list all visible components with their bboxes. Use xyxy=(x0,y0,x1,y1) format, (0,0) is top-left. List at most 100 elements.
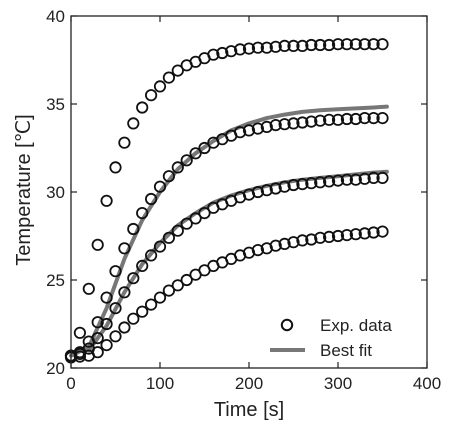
data-point xyxy=(358,38,371,51)
data-point xyxy=(278,39,291,53)
data-point xyxy=(171,64,184,77)
data-point xyxy=(331,174,345,187)
data-point xyxy=(322,113,336,126)
data-point xyxy=(367,226,380,239)
axis-ticks: 0 100 200 300 400 20 25 30 35 40 xyxy=(46,7,441,393)
data-point xyxy=(340,229,353,242)
data-point xyxy=(216,46,229,60)
data-point xyxy=(153,80,167,93)
data-point xyxy=(198,207,211,220)
data-point xyxy=(82,282,95,295)
y-tick-label: 20 xyxy=(46,359,65,378)
plot-marks xyxy=(64,38,389,364)
data-point xyxy=(358,227,371,240)
legend-data-marker xyxy=(280,318,294,332)
data-point xyxy=(234,126,247,139)
data-point xyxy=(73,350,87,363)
data-point xyxy=(171,161,184,174)
x-tick-label: 300 xyxy=(324,374,352,393)
data-point xyxy=(314,176,327,189)
data-point xyxy=(331,38,345,51)
data-point xyxy=(278,237,291,250)
x-tick-label: 400 xyxy=(413,374,441,393)
data-point xyxy=(287,39,300,53)
data-point xyxy=(127,222,140,236)
data-point xyxy=(153,240,167,253)
data-point xyxy=(145,298,158,311)
data-point xyxy=(180,273,193,287)
data-point xyxy=(269,40,282,53)
data-point xyxy=(376,38,389,51)
data-point xyxy=(100,291,113,304)
data-point xyxy=(118,136,131,149)
legend: Exp. data Best fit xyxy=(270,316,392,360)
data-point xyxy=(349,38,362,51)
data-point xyxy=(376,171,389,184)
y-tick-label: 30 xyxy=(46,183,65,202)
data-point xyxy=(127,312,140,325)
data-point xyxy=(367,38,380,51)
data-point xyxy=(331,229,345,243)
data-point xyxy=(296,39,309,53)
data-point xyxy=(153,180,167,193)
data-point xyxy=(322,230,336,243)
data-point xyxy=(109,330,122,343)
data-point xyxy=(136,259,149,272)
data-point xyxy=(340,112,353,126)
y-axis-label: Temperature [℃] xyxy=(13,114,35,265)
data-point xyxy=(100,338,113,352)
data-point xyxy=(251,41,264,54)
data-point xyxy=(331,113,345,126)
data-point xyxy=(287,178,300,192)
data-point xyxy=(349,228,362,241)
data-point xyxy=(376,225,389,238)
data-point xyxy=(314,231,327,244)
data-point xyxy=(91,238,104,251)
x-tick-label: 0 xyxy=(66,374,75,393)
data-point xyxy=(340,38,353,51)
data-point xyxy=(91,316,104,329)
data-point xyxy=(180,217,193,230)
data-point xyxy=(127,117,140,130)
data-point xyxy=(136,305,149,318)
data-point xyxy=(162,170,175,183)
data-point xyxy=(349,112,362,126)
data-point xyxy=(171,224,184,237)
data-point xyxy=(127,272,140,285)
data-point xyxy=(100,194,113,207)
data-point xyxy=(367,171,380,184)
data-point xyxy=(242,124,256,137)
data-point xyxy=(269,119,282,132)
data-point xyxy=(260,184,273,197)
data-point xyxy=(136,207,149,220)
x-axis-label: Time [s] xyxy=(214,399,284,421)
data-point xyxy=(145,249,158,262)
data-point xyxy=(189,147,202,160)
data-point xyxy=(322,175,336,188)
legend-fit-label: Best fit xyxy=(320,341,372,360)
data-point xyxy=(296,116,309,129)
data-point xyxy=(314,38,327,52)
data-point xyxy=(162,231,175,244)
data-point xyxy=(305,115,318,128)
y-tick-label: 35 xyxy=(46,95,65,114)
data-point xyxy=(118,321,131,334)
data-point xyxy=(198,141,211,155)
data-point xyxy=(145,89,158,102)
y-tick-label: 25 xyxy=(46,271,65,290)
data-point xyxy=(189,212,202,225)
x-tick-label: 200 xyxy=(235,374,263,393)
data-point xyxy=(376,112,389,125)
data-point xyxy=(162,284,175,297)
data-point xyxy=(109,302,122,315)
data-point xyxy=(251,244,264,257)
data-point xyxy=(260,120,273,134)
data-point xyxy=(358,172,371,185)
data-point xyxy=(242,42,256,55)
data-point xyxy=(153,291,167,304)
data-point xyxy=(269,239,282,252)
data-point xyxy=(287,117,300,130)
data-point xyxy=(287,236,300,249)
data-point xyxy=(136,101,149,114)
data-point xyxy=(109,161,122,174)
